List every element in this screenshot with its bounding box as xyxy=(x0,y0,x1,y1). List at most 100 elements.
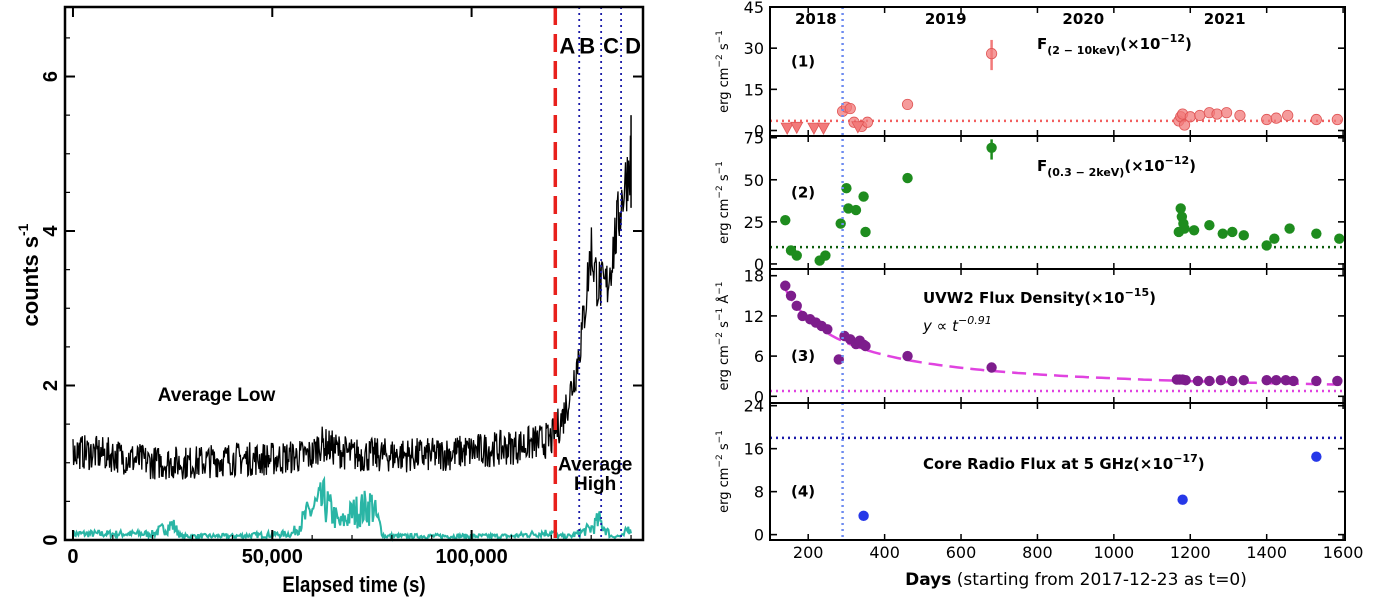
y-label-part: s xyxy=(717,174,732,185)
panel-title-exp: −17 xyxy=(1173,452,1198,465)
year-label: 2021 xyxy=(1204,10,1246,28)
y-label-part: −1 xyxy=(715,161,725,174)
data-point xyxy=(1331,113,1343,126)
data-point xyxy=(860,226,871,238)
y-label-part: erg cm xyxy=(717,468,732,513)
y-label-part: −1 xyxy=(715,281,725,294)
panel-title: F(2 − 10keV)(×10−12) xyxy=(1037,32,1192,57)
days-axis-label-bold: Days xyxy=(905,570,951,590)
y-tick-label: 25 xyxy=(744,213,764,232)
y-tick-label: 2 xyxy=(40,380,62,391)
y-tick-label: 15 xyxy=(744,80,764,99)
data-point xyxy=(858,510,869,522)
data-point xyxy=(902,350,913,362)
panel-label: (3) xyxy=(791,347,815,365)
y-label-part: erg cm xyxy=(717,68,732,113)
data-point xyxy=(1311,228,1322,239)
year-label: 2019 xyxy=(925,10,967,28)
upper-limit-marker xyxy=(780,122,794,135)
annotation-c: C xyxy=(603,33,619,58)
annotation-b: B xyxy=(579,33,595,58)
data-point xyxy=(1204,220,1215,231)
data-point xyxy=(1215,375,1227,386)
data-point xyxy=(1288,375,1299,387)
light-curve-frame xyxy=(63,5,645,542)
y-label-part: −2 xyxy=(715,54,725,67)
panel-title-exp: −15 xyxy=(1125,286,1150,299)
y-label-main: counts s xyxy=(18,236,43,326)
multiwavelength-panels: (1)F(2 − 10keV)(×10−12)2018 2019 2020 2021 … xyxy=(715,0,1363,590)
data-point xyxy=(844,102,856,115)
y-label-part: erg cm xyxy=(717,345,732,390)
y-label-part: −2 xyxy=(715,454,725,467)
data-point xyxy=(986,362,997,373)
upper-limit-marker xyxy=(790,121,804,135)
data-point xyxy=(858,191,869,202)
data-point xyxy=(1238,230,1249,241)
panel-4-radio: (4) Core Radio Flux at 5 GHz(×10−17) xyxy=(770,436,1345,522)
data-point xyxy=(1178,119,1191,131)
data-point xyxy=(822,324,833,335)
y-tick-label: 0 xyxy=(754,387,764,406)
light-curve-ticks: 0 50,000 100,000 0 2 4 6 xyxy=(40,7,643,568)
panel-title: UVW2 Flux Density(×10−15) xyxy=(923,286,1156,307)
y-label-part: −2 xyxy=(715,332,725,345)
y-tick-label: 16 xyxy=(744,440,764,459)
panel-label: (2) xyxy=(791,184,815,202)
fit-label: y ∝ t−0.91 xyxy=(922,314,992,335)
annotation-a: A xyxy=(559,33,575,58)
y-label-part: −1 xyxy=(715,30,725,43)
power-law-fit xyxy=(784,288,1344,386)
y-label-part: s xyxy=(717,443,732,454)
data-point xyxy=(1238,375,1249,386)
y-label: erg cm−2 s−1 xyxy=(715,430,732,513)
light-curve-plot-area xyxy=(72,7,632,543)
data-point xyxy=(791,300,802,312)
y-label-part: s xyxy=(717,43,732,54)
data-point xyxy=(1270,112,1282,124)
fit-label-main: y ∝ t xyxy=(922,317,959,335)
panel-title-sub: (0.3 − 2keV) xyxy=(1047,166,1124,179)
year-label: 2020 xyxy=(1062,10,1104,28)
data-point xyxy=(1310,113,1322,126)
days-axis-label: Days (starting from 2017-12-23 as t=0) xyxy=(905,570,1247,590)
data-point xyxy=(1204,375,1215,387)
y-tick-label: 50 xyxy=(744,171,764,190)
data-point xyxy=(1220,107,1233,119)
panel-title-main: Core Radio Flux at 5 GHz(×10 xyxy=(923,455,1173,473)
y-label-part: −1 xyxy=(715,430,725,443)
y-tick-label: 75 xyxy=(744,129,764,148)
data-point xyxy=(1234,109,1246,122)
y-tick-label: 0 xyxy=(754,255,764,274)
data-point xyxy=(986,142,997,153)
panel-title-main: F xyxy=(1037,157,1047,175)
light-curve-x-label: Elapsed time (s) xyxy=(282,574,425,598)
y-tick-label-group: 2 xyxy=(40,380,62,391)
panel-title: Core Radio Flux at 5 GHz(×10−17) xyxy=(923,452,1205,473)
data-point xyxy=(1192,375,1204,387)
data-point xyxy=(1180,375,1191,386)
data-point xyxy=(1282,109,1294,122)
data-point xyxy=(1284,223,1295,234)
y-label-part: s xyxy=(717,321,732,332)
data-point xyxy=(841,182,852,194)
light-curve-y-label: counts s-1 xyxy=(15,223,43,326)
data-point xyxy=(1217,228,1228,239)
data-point xyxy=(1184,111,1196,123)
y-tick-label-group: 6 xyxy=(40,71,62,82)
x-tick-label: 1200 xyxy=(1170,543,1211,562)
data-point xyxy=(1280,375,1291,386)
panel-label: (1) xyxy=(791,53,815,71)
data-point xyxy=(985,48,998,60)
panel-title: F(0.3 − 2keV)(×10−12) xyxy=(1037,154,1196,179)
data-point xyxy=(1269,233,1280,244)
panel-title-main: UVW2 Flux Density(×10 xyxy=(923,289,1125,307)
annotation-d: D xyxy=(625,33,641,58)
panel-title-close: ) xyxy=(1198,455,1205,473)
y-tick-label: 6 xyxy=(754,347,764,366)
x-tick-label: 100,000 xyxy=(435,546,507,568)
panel-title-suffix: (×10 xyxy=(1124,157,1164,175)
year-label: 2018 xyxy=(795,10,837,28)
